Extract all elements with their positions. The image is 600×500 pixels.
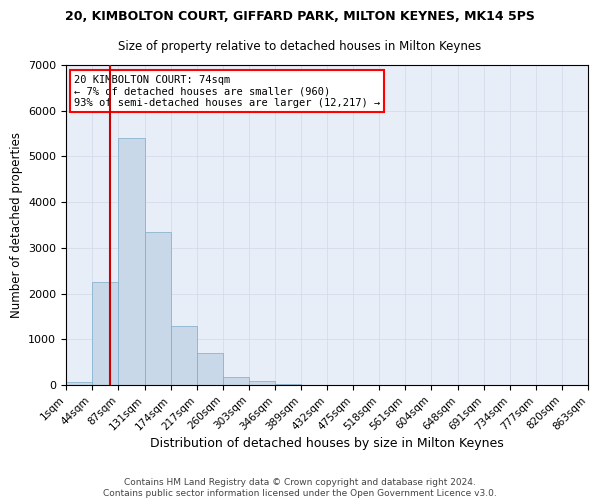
Text: 20, KIMBOLTON COURT, GIFFARD PARK, MILTON KEYNES, MK14 5PS: 20, KIMBOLTON COURT, GIFFARD PARK, MILTO…	[65, 10, 535, 23]
Bar	[66, 382, 92, 385]
Text: Size of property relative to detached houses in Milton Keynes: Size of property relative to detached ho…	[118, 40, 482, 53]
Text: 20 KIMBOLTON COURT: 74sqm
← 7% of detached houses are smaller (960)
93% of semi-: 20 KIMBOLTON COURT: 74sqm ← 7% of detach…	[74, 74, 380, 108]
Bar	[92, 282, 118, 385]
Bar	[145, 232, 171, 385]
Y-axis label: Number of detached properties: Number of detached properties	[10, 132, 23, 318]
Bar	[249, 382, 275, 385]
Bar	[197, 353, 223, 385]
Bar	[171, 326, 197, 385]
X-axis label: Distribution of detached houses by size in Milton Keynes: Distribution of detached houses by size …	[150, 437, 504, 450]
Bar	[223, 377, 249, 385]
Bar	[275, 384, 301, 385]
Bar	[118, 138, 145, 385]
Text: Contains HM Land Registry data © Crown copyright and database right 2024.
Contai: Contains HM Land Registry data © Crown c…	[103, 478, 497, 498]
